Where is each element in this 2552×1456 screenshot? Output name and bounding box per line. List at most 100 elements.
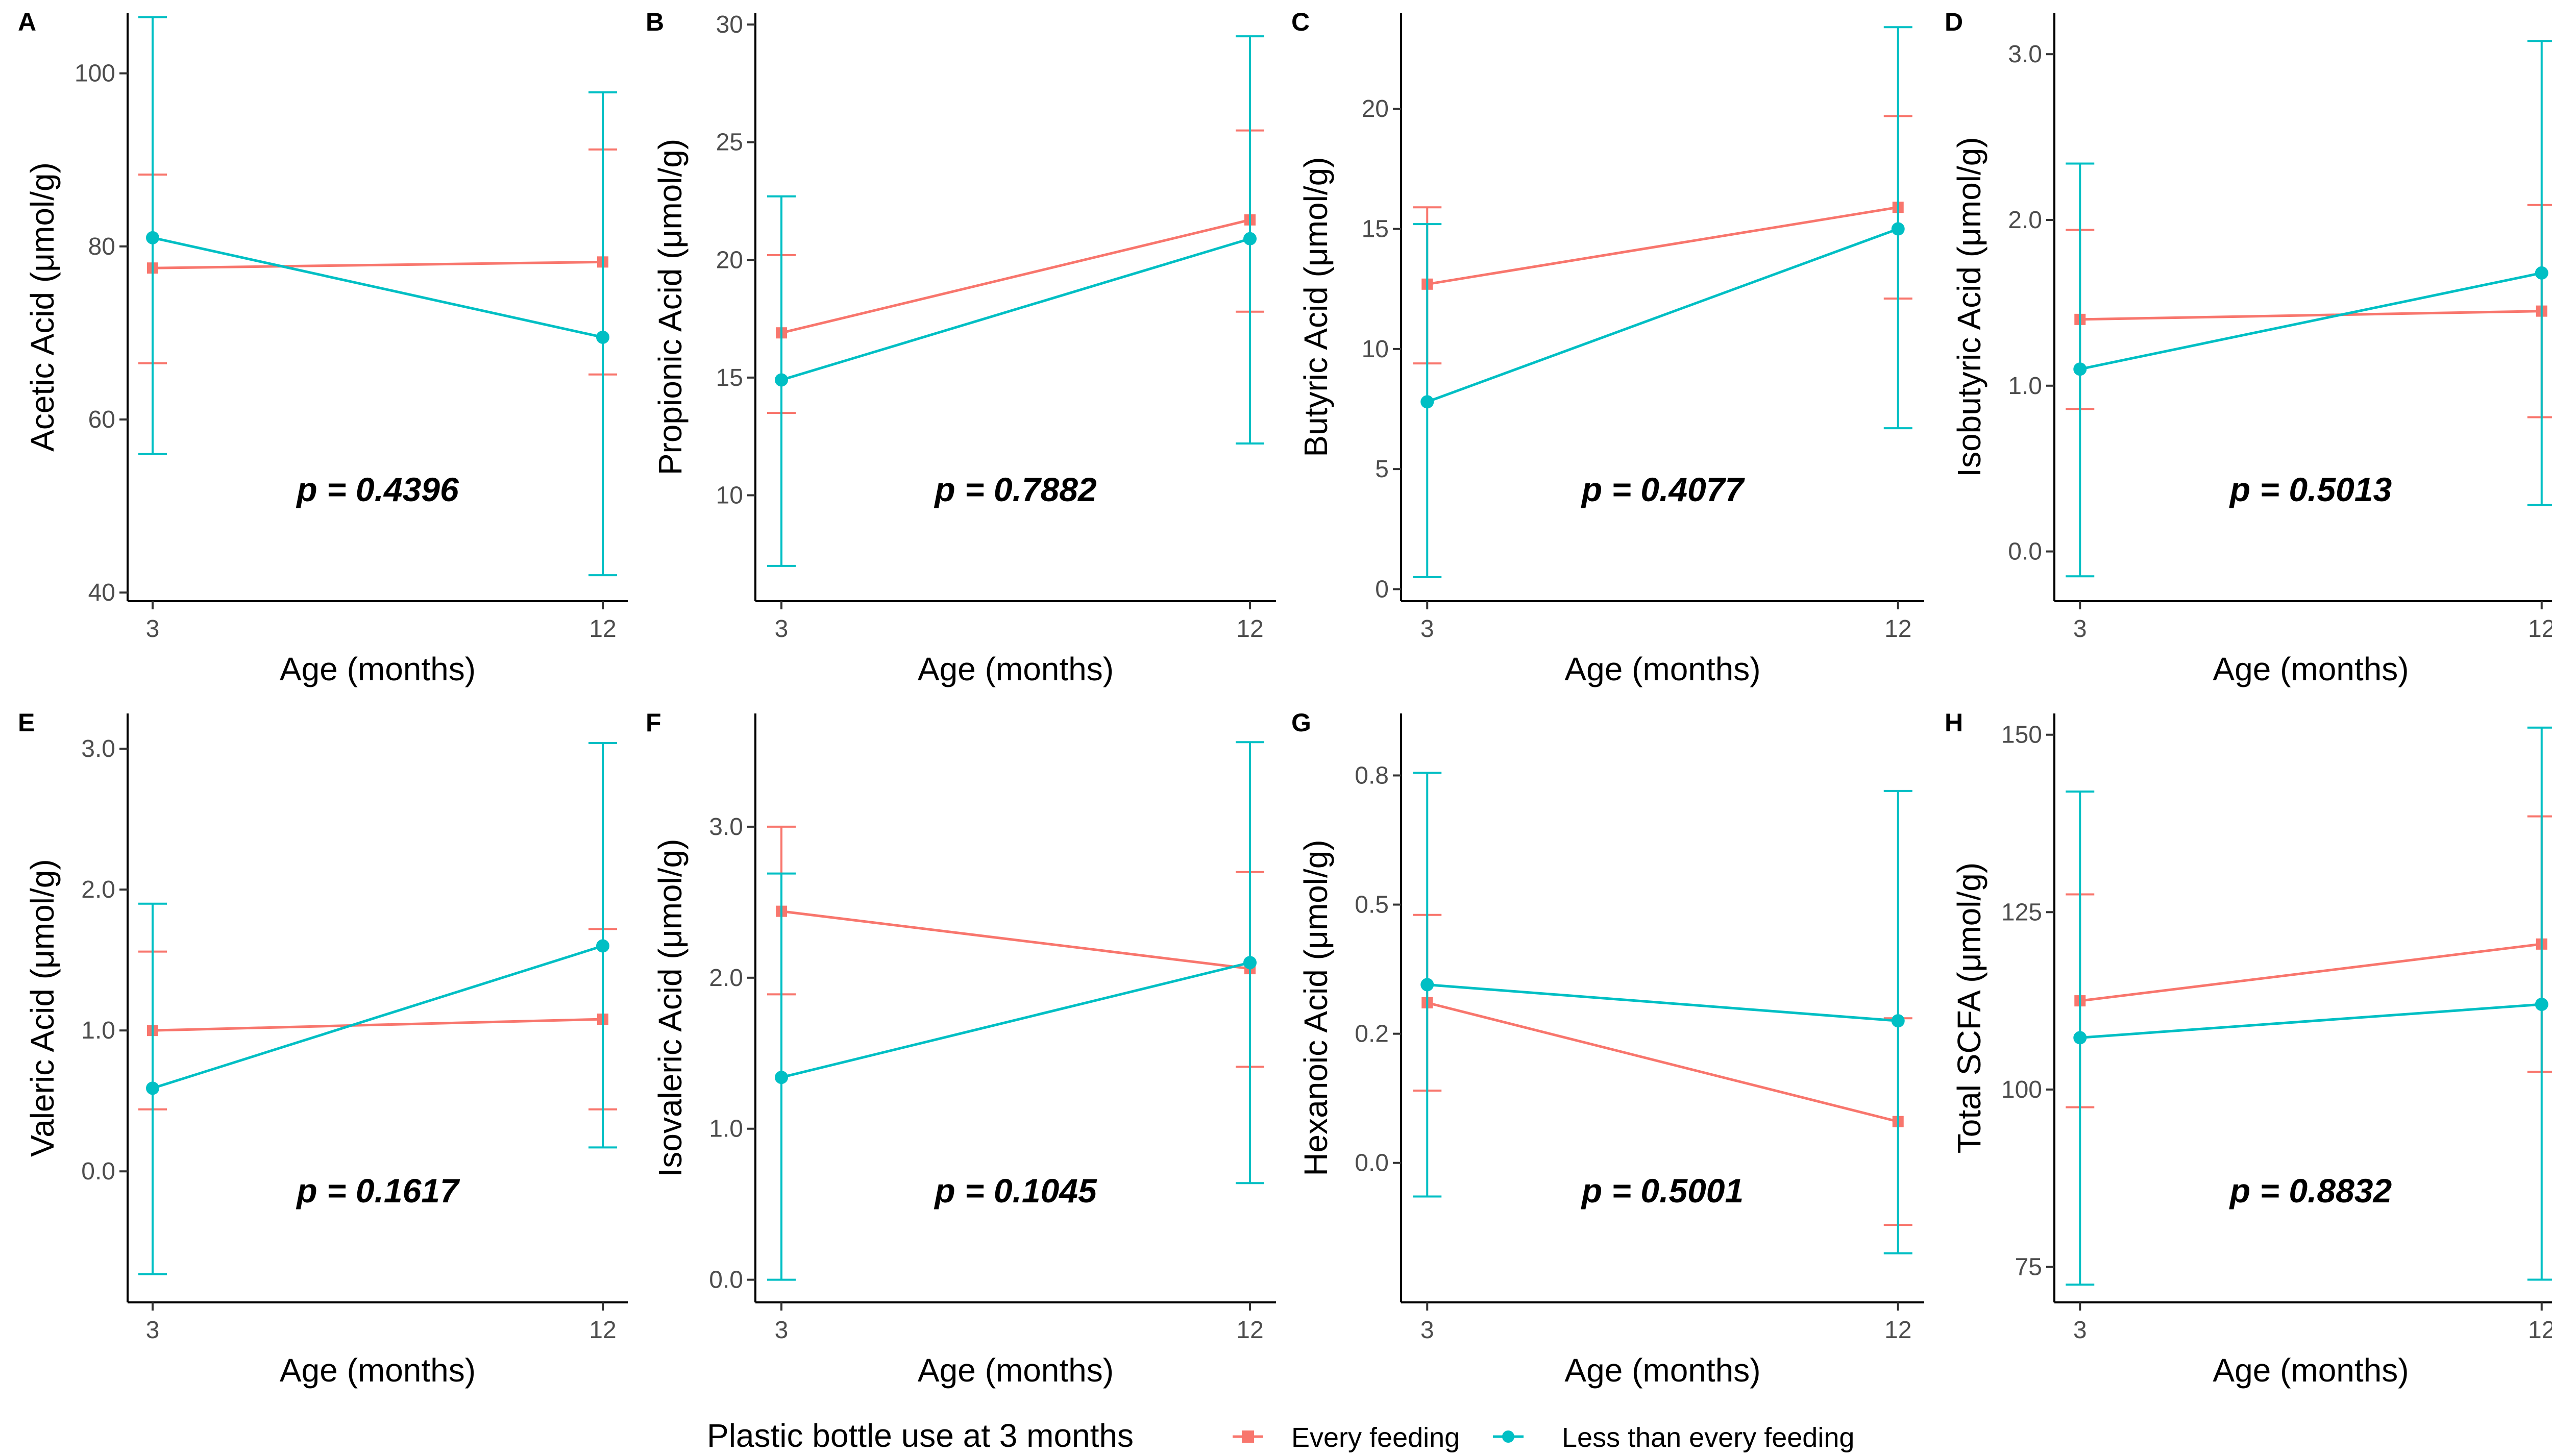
y-tick-label: 40: [88, 579, 115, 606]
y-axis-label: Isovaleric Acid (μmol/g): [652, 839, 689, 1177]
data-point: [1243, 232, 1257, 245]
series-every: [2066, 815, 2552, 1108]
y-tick-label: 0.0: [2008, 538, 2042, 565]
x-axis-label: Age (months): [2213, 1352, 2409, 1389]
chart-panel-c: C 0 5 10 15 20 3 12 Age (months) Butyric Acid (μm…: [1291, 8, 1924, 687]
y-axis-label: Isobutyric Acid (μmol/g): [1951, 137, 1987, 477]
chart-panel-d: D 0.0 1.0 2.0 3.0 3 12 Age (months) Isobutyric A…: [1945, 8, 2552, 687]
p-value-annotation: p = 0.1045: [934, 1172, 1097, 1210]
y-axis-label: Hexanoic Acid (μmol/g): [1297, 840, 1334, 1176]
series-line: [781, 237, 1250, 381]
x-tick-label: 12: [1236, 1317, 1263, 1344]
y-tick-label: 1.0: [2008, 373, 2042, 400]
y-tick-label: 25: [716, 129, 743, 156]
data-point: [775, 373, 788, 387]
panel-letter: H: [1945, 708, 1963, 737]
chart-panel-h: H 75 100 125 150 3 12 Age (months) Total SCFA (μ…: [1945, 708, 2552, 1389]
y-tick-label: 125: [2001, 899, 2042, 926]
y-tick-label: 0.0: [709, 1267, 743, 1294]
legend-marker-less-than-every-feeding: [1502, 1430, 1514, 1443]
y-tick-label: 150: [2001, 722, 2042, 749]
p-value-annotation: p = 0.1617: [296, 1172, 460, 1210]
p-value-annotation: p = 0.4396: [296, 471, 459, 508]
y-axis-label: Propionic Acid (μmol/g): [652, 139, 689, 475]
x-axis-label: Age (months): [1564, 651, 1760, 687]
y-tick-label: 15: [716, 364, 743, 391]
x-tick-label: 3: [146, 615, 160, 643]
y-tick-label: 10: [716, 482, 743, 509]
data-point: [1891, 1014, 1905, 1028]
data-point: [1891, 222, 1905, 236]
series-less: [138, 742, 617, 1275]
y-tick-label: 2.0: [2008, 207, 2042, 234]
y-tick-label: 0.2: [1355, 1021, 1389, 1048]
chart-panel-a: A 40 60 80 100 3 12 Age (months) Acetic Acid (μm…: [18, 8, 628, 687]
series-line: [781, 961, 1250, 1079]
panel-letter: F: [646, 708, 661, 737]
y-tick-label: 0: [1375, 576, 1389, 603]
series-every: [138, 928, 617, 1110]
data-point: [2073, 1031, 2087, 1045]
x-axis-label: Age (months): [918, 1352, 1114, 1389]
series-line: [781, 218, 1250, 334]
data-point: [1420, 978, 1434, 992]
series-less: [138, 16, 617, 577]
series-less: [1413, 772, 1912, 1254]
chart-panel-f: F 0.0 1.0 2.0 3.0 3 12 Age (months) Isovaleric A…: [646, 708, 1276, 1389]
y-tick-label: 80: [88, 233, 115, 260]
data-point: [2535, 998, 2548, 1011]
y-tick-label: 30: [716, 11, 743, 38]
series-every: [767, 825, 1264, 1068]
series-line: [152, 236, 603, 339]
legend: Plastic bottle use at 3 months Every fee…: [707, 1417, 1854, 1454]
x-tick-label: 3: [2073, 615, 2087, 643]
x-tick-label: 3: [2073, 1317, 2087, 1344]
y-tick-label: 3.0: [81, 735, 115, 762]
series-line: [2079, 272, 2542, 371]
y-tick-label: 3.0: [709, 813, 743, 841]
y-tick-label: 0.8: [1355, 762, 1389, 789]
p-value-annotation: p = 0.8832: [2229, 1172, 2392, 1210]
series-line: [152, 1018, 603, 1032]
p-value-annotation: p = 0.5001: [1581, 1172, 1744, 1210]
panel-letter: B: [646, 8, 664, 36]
data-point: [2535, 266, 2548, 280]
x-axis-label: Age (months): [1564, 1352, 1760, 1389]
y-tick-label: 100: [75, 60, 115, 87]
series-every: [2066, 204, 2552, 418]
y-axis-label: Total SCFA (μmol/g): [1951, 862, 1987, 1153]
y-axis-label: Acetic Acid (μmol/g): [24, 162, 61, 452]
y-tick-label: 20: [1362, 95, 1389, 122]
data-point: [775, 1071, 788, 1084]
y-tick-label: 2.0: [709, 965, 743, 992]
panel-letter: C: [1291, 8, 1310, 36]
series-line: [1427, 228, 1899, 403]
series-line: [781, 910, 1250, 970]
data-point: [1243, 956, 1257, 970]
x-tick-label: 12: [1884, 615, 1911, 643]
x-tick-label: 12: [2528, 615, 2552, 643]
series-less: [1413, 26, 1912, 578]
x-tick-label: 3: [775, 615, 789, 643]
y-tick-label: 10: [1362, 336, 1389, 363]
y-tick-label: 2.0: [81, 876, 115, 903]
x-axis-label: Age (months): [918, 651, 1114, 687]
data-point: [146, 1081, 159, 1095]
y-tick-label: 15: [1362, 216, 1389, 243]
p-value-annotation: p = 0.4077: [1581, 471, 1746, 508]
panel-letter: D: [1945, 8, 1963, 36]
y-tick-label: 1.0: [709, 1116, 743, 1143]
chart-panel-e: E 0.0 1.0 2.0 3.0 3 12 Age (months) Valeric Acid…: [18, 708, 628, 1389]
data-point: [146, 231, 159, 244]
y-tick-label: 60: [88, 406, 115, 433]
series-less: [2066, 40, 2552, 578]
x-tick-label: 3: [1420, 615, 1434, 643]
chart-panel-b: B 10 15 20 25 30 3 12 Age (months) Propionic Acid…: [646, 8, 1276, 687]
series-line: [1427, 206, 1899, 286]
x-axis-label: Age (months): [280, 651, 476, 687]
series-every: [767, 129, 1264, 414]
chart-panel-g: G 0.0 0.2 0.5 0.8 3 12 Age (months) Hexanoic Aci…: [1291, 708, 1924, 1389]
series-line: [2079, 943, 2542, 1002]
y-tick-label: 1.0: [81, 1017, 115, 1044]
